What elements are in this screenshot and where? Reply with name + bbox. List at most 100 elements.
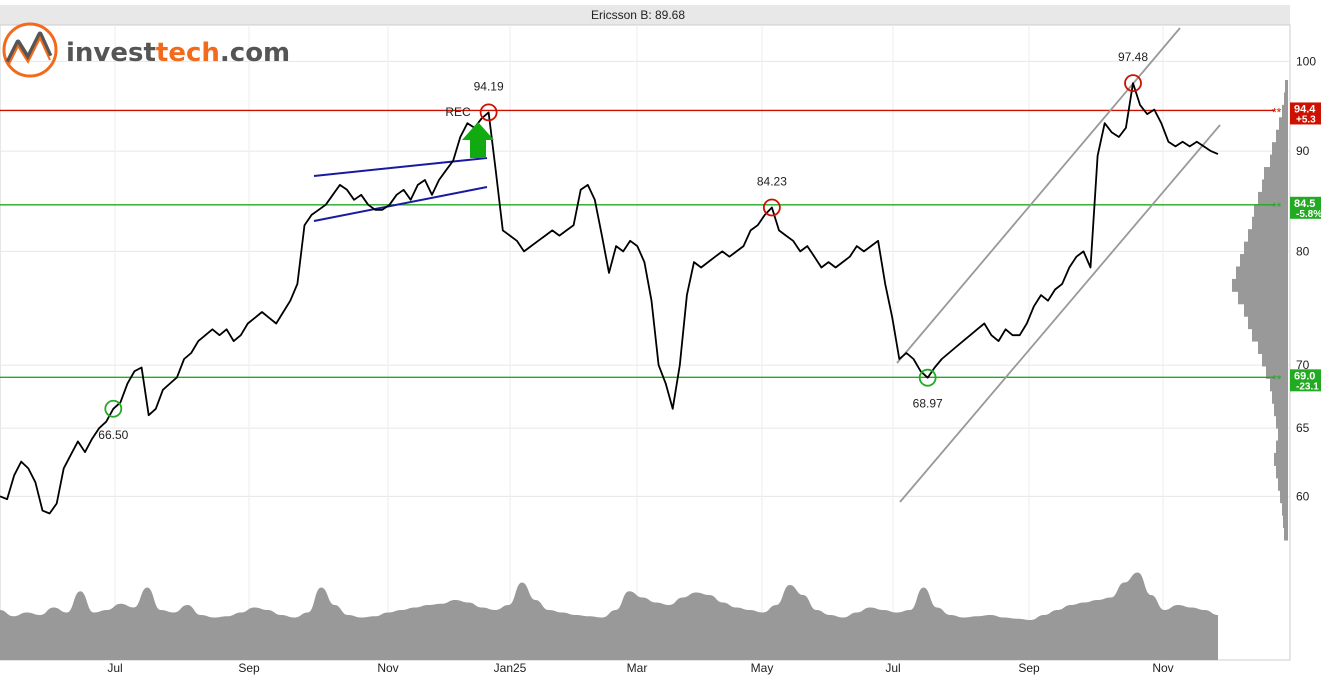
volume-profile bbox=[1232, 80, 1288, 541]
volume-profile-bar bbox=[1252, 328, 1288, 342]
volume-profile-bar bbox=[1236, 266, 1288, 280]
logo-text-com: .com bbox=[220, 38, 290, 68]
price-line bbox=[0, 82, 1219, 515]
wedge-pattern bbox=[313, 157, 488, 222]
volume-profile-bar bbox=[1262, 353, 1288, 367]
peak-label: 94.19 bbox=[474, 79, 504, 93]
x-tick-label: Jul bbox=[885, 661, 900, 675]
volume-area-fill bbox=[0, 572, 1218, 660]
volume-profile-bar bbox=[1280, 490, 1288, 504]
x-tick-label: Sep bbox=[1018, 661, 1040, 675]
y-tick-label: 90 bbox=[1296, 144, 1310, 158]
volume-profile-bar bbox=[1262, 179, 1288, 193]
volume-profile-bar bbox=[1272, 142, 1288, 156]
x-tick-label: Sep bbox=[238, 661, 260, 675]
peak-marker bbox=[762, 198, 781, 217]
level-tag-change: -23.1 bbox=[1296, 381, 1319, 392]
y-tick-label: 80 bbox=[1296, 244, 1310, 258]
volume-profile-bar bbox=[1276, 129, 1288, 143]
volume-profile-bar bbox=[1248, 229, 1288, 243]
level-tag-star: ** bbox=[1272, 200, 1282, 214]
title-bar bbox=[0, 5, 1290, 25]
grid-lines bbox=[0, 25, 1290, 660]
trough-marker bbox=[104, 399, 123, 418]
volume-profile-bar bbox=[1258, 341, 1288, 355]
volume-profile-bar bbox=[1282, 502, 1288, 516]
y-axis: 100 90 80 70 65 60 bbox=[1296, 54, 1316, 503]
plot-frame bbox=[0, 24, 1291, 661]
wedge-lower-line bbox=[313, 186, 488, 222]
volume-profile-bar bbox=[1272, 390, 1288, 404]
y-tick-label: 70 bbox=[1296, 358, 1310, 372]
level-tag-change: -5.8% bbox=[1296, 209, 1321, 220]
x-axis: Jul Sep Nov Jan25 Mar May Jul Sep Nov bbox=[107, 661, 1173, 675]
trend-channel bbox=[896, 27, 1221, 503]
level-tag-star: ** bbox=[1272, 105, 1282, 119]
volume-profile-bar bbox=[1278, 477, 1288, 491]
volume-profile-bar bbox=[1254, 204, 1288, 218]
volume-profile-bar bbox=[1278, 428, 1288, 442]
trough-label: 66.50 bbox=[98, 428, 128, 442]
level-tag-value: 84.5 bbox=[1294, 198, 1315, 210]
signal-arrow-icon bbox=[462, 122, 494, 158]
x-tick-label: Mar bbox=[627, 661, 648, 675]
horizontal-levels bbox=[0, 109, 1275, 378]
y-tick-label: 100 bbox=[1296, 54, 1316, 68]
price-series bbox=[0, 82, 1219, 515]
peak-label: 84.23 bbox=[757, 175, 787, 189]
level-tag bbox=[1290, 102, 1321, 125]
trough-label: 68.97 bbox=[913, 397, 943, 411]
volume-profile-bar bbox=[1276, 465, 1288, 479]
level-tag-value: 94.4 bbox=[1294, 103, 1316, 115]
volume-profile-bar bbox=[1285, 80, 1288, 93]
volume-profile-bar bbox=[1238, 291, 1288, 305]
trough-marker bbox=[918, 368, 937, 387]
x-tick-label: Nov bbox=[1152, 661, 1173, 675]
signal-label: REC bbox=[445, 105, 471, 119]
volume-profile-bar bbox=[1264, 167, 1288, 180]
logo-text-tech: tech bbox=[156, 38, 220, 68]
x-tick-label: Jan25 bbox=[494, 661, 527, 675]
volume-profile-bar bbox=[1252, 216, 1288, 230]
volume-profile-bar bbox=[1270, 378, 1288, 392]
volume-profile-bar bbox=[1240, 254, 1288, 267]
logo-text-invest: invest bbox=[66, 38, 156, 68]
volume-profile-bar bbox=[1244, 241, 1288, 255]
peak-label: 97.48 bbox=[1118, 50, 1148, 64]
volume-profile-bar bbox=[1274, 452, 1288, 466]
peak-marker bbox=[1124, 74, 1142, 93]
peak-marker bbox=[479, 103, 498, 122]
volume-profile-bar bbox=[1270, 154, 1288, 168]
volume-profile-bar bbox=[1258, 191, 1288, 205]
volume-profile-bar bbox=[1232, 278, 1288, 292]
volume-profile-bar bbox=[1276, 440, 1288, 454]
level-tag bbox=[1290, 369, 1321, 392]
volume-profile-bar bbox=[1248, 316, 1288, 330]
volume-profile-bar bbox=[1274, 403, 1288, 417]
channel-lower-line bbox=[899, 124, 1221, 503]
level-tag-star: ** bbox=[1272, 372, 1282, 386]
wedge-upper-line bbox=[313, 157, 488, 177]
volume-profile-bar bbox=[1284, 92, 1288, 106]
level-tag bbox=[1290, 196, 1321, 219]
level-tag-value: 69.0 bbox=[1294, 370, 1315, 382]
volume-profile-bar bbox=[1244, 303, 1288, 317]
level-tags: 94.4+5.3 ** 84.5-5.8% ** 69.0-23.1 ** bbox=[1272, 102, 1321, 392]
volume-profile-bar bbox=[1283, 515, 1288, 529]
volume-profile-bar bbox=[1282, 104, 1288, 118]
y-tick-label: 65 bbox=[1296, 421, 1310, 435]
volume-profile-bar bbox=[1266, 365, 1288, 379]
x-tick-label: Nov bbox=[377, 661, 398, 675]
x-tick-label: Jul bbox=[107, 661, 122, 675]
volume-profile-bar bbox=[1284, 527, 1288, 541]
logo: investtech.com bbox=[2, 22, 290, 78]
level-tag-change: +5.3 bbox=[1296, 114, 1316, 125]
y-tick-label: 60 bbox=[1296, 489, 1310, 503]
channel-upper-line bbox=[896, 27, 1181, 364]
volume-profile-bar bbox=[1279, 117, 1288, 131]
annotations: 94.19 84.23 97.48 66.50 68.97 REC bbox=[98, 50, 1148, 442]
chart-title: Ericsson B: 89.68 bbox=[591, 8, 685, 22]
logo-mark-icon bbox=[2, 22, 58, 78]
x-tick-label: May bbox=[751, 661, 774, 675]
